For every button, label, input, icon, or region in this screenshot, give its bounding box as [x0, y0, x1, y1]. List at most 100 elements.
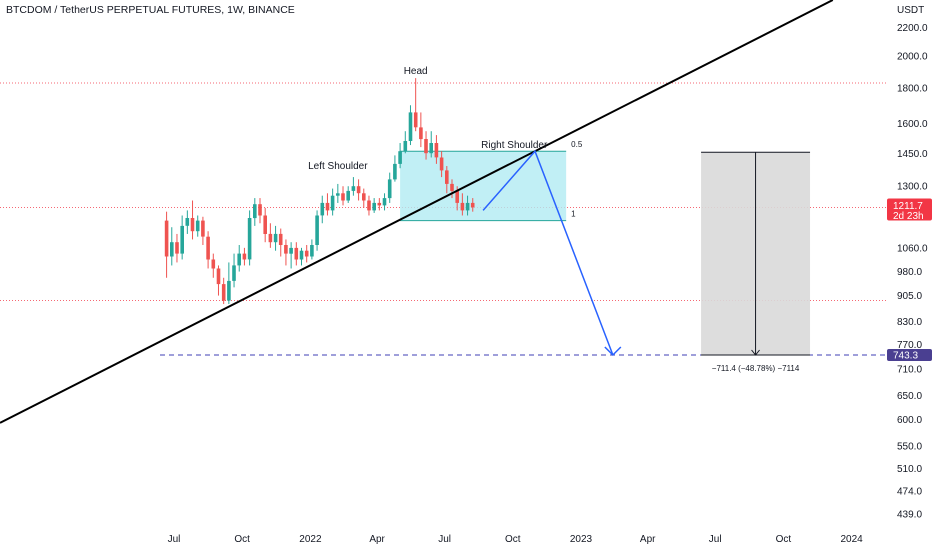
- price-tick-label: 510.0: [897, 464, 922, 475]
- candle-body: [320, 202, 325, 216]
- neckline-trendline[interactable]: [0, 0, 834, 424]
- time-tick-label: Jul: [709, 534, 722, 545]
- candle-body: [460, 202, 465, 211]
- candle-body: [190, 218, 195, 232]
- candle-body: [263, 215, 267, 234]
- time-tick-label: Apr: [640, 534, 656, 545]
- price-tick-label: 710.0: [897, 364, 922, 375]
- fib-bottom-label: 1: [571, 210, 576, 219]
- left-shoulder-label: Left Shoulder: [308, 161, 368, 172]
- countdown-value: 2d 23h: [893, 211, 924, 222]
- candle-body: [445, 170, 449, 184]
- candle-body: [232, 265, 236, 281]
- candle-body: [294, 247, 299, 260]
- price-tick-label: 439.0: [897, 510, 922, 521]
- projection[interactable]: [482, 149, 622, 357]
- candle-body: [206, 236, 210, 260]
- candle-body: [429, 143, 433, 154]
- candle-body: [398, 151, 402, 164]
- price-tick-label: 650.0: [897, 391, 922, 402]
- time-tick-label: Oct: [234, 534, 250, 545]
- price-tick-label: 600.0: [897, 415, 922, 426]
- candle-body: [330, 195, 335, 211]
- target-price-badge-bg: [887, 349, 932, 361]
- measure-box[interactable]: −711.4 (−48.78%) −7114: [701, 151, 811, 373]
- measure-label: −711.4 (−48.78%) −7114: [712, 364, 800, 373]
- candle-body: [253, 204, 257, 219]
- candle-body: [470, 202, 475, 208]
- time-tick-label: Apr: [369, 534, 385, 545]
- time-tick-label: Jul: [168, 534, 181, 545]
- candle-body: [408, 112, 413, 141]
- price-tick-label: 905.0: [897, 291, 922, 302]
- candle-body: [310, 245, 314, 257]
- candle-body: [419, 127, 423, 140]
- price-tick-label: 1600.0: [897, 119, 928, 130]
- price-axis[interactable]: USDT 2200.0 2000.0 1800.0 1600.0 1450.0 1300.…: [897, 5, 928, 521]
- projection-arrowhead: [604, 346, 622, 357]
- candle-body: [434, 143, 439, 158]
- target-price-value: 743.3: [893, 351, 918, 362]
- candle-body: [362, 193, 366, 201]
- candle-body: [450, 183, 454, 191]
- candle-body: [201, 220, 205, 237]
- current-price-badge-bg: [887, 198, 932, 221]
- candle-body: [367, 200, 371, 211]
- candle-body: [211, 259, 216, 269]
- candle-body: [424, 139, 428, 154]
- time-tick-label: 2022: [299, 534, 322, 545]
- fib-box[interactable]: 0.5 1: [400, 140, 583, 222]
- price-tick-label: 474.0: [897, 486, 922, 497]
- candle-body: [278, 233, 283, 245]
- current-price-badge: 1211.7 2d 23h: [887, 198, 932, 222]
- candle-body: [356, 186, 361, 194]
- time-tick-label: Oct: [776, 534, 792, 545]
- price-tick-label: 1800.0: [897, 84, 928, 95]
- candle-body: [185, 218, 190, 226]
- candle-body: [403, 141, 408, 152]
- time-tick-label: Jul: [438, 534, 451, 545]
- candle-body: [175, 242, 179, 254]
- candle-body: [289, 247, 293, 254]
- candle-body: [393, 163, 397, 180]
- chart-title: BTCDOM / TetherUS PERPETUAL FUTURES, 1W,…: [6, 4, 295, 16]
- time-tick-label: 2023: [570, 534, 593, 545]
- fib-top-label: 0.5: [571, 140, 583, 149]
- candle-body: [336, 193, 340, 196]
- candle-body: [247, 218, 252, 260]
- candle-body: [195, 220, 200, 232]
- candle-body: [351, 186, 356, 191]
- price-tick-label: 770.0: [897, 340, 922, 351]
- price-tick-label: 1060.0: [897, 243, 928, 254]
- time-axis[interactable]: Jul Oct 2022 Apr Jul Oct 2023 Apr Jul Oct 2024: [168, 534, 864, 545]
- candle-body: [455, 190, 459, 203]
- candle-body: [413, 112, 418, 128]
- current-price-value: 1211.7: [893, 201, 923, 212]
- price-tick-label: 2000.0: [897, 52, 928, 63]
- candle-body: [377, 202, 382, 206]
- candle-body: [382, 198, 387, 206]
- candle-body: [242, 253, 247, 260]
- price-tick-label: 1300.0: [897, 182, 928, 193]
- projection-path[interactable]: [482, 149, 614, 356]
- candle-body: [325, 202, 330, 211]
- candle-body: [216, 268, 221, 285]
- candle-body: [180, 225, 184, 254]
- head-label: Head: [404, 66, 428, 77]
- time-tick-label: Oct: [505, 534, 521, 545]
- price-tick-label: 550.0: [897, 441, 922, 452]
- candle-body: [237, 253, 241, 266]
- time-tick-label: 2024: [840, 534, 863, 545]
- candle-body: [372, 202, 376, 211]
- fib-box-area[interactable]: [400, 151, 567, 221]
- candle-body: [304, 250, 309, 257]
- candle-body: [439, 157, 444, 171]
- target-price-badge: 743.3: [887, 349, 932, 362]
- right-shoulder-label: Right Shoulder: [481, 140, 548, 151]
- candle-body: [268, 233, 273, 243]
- candle-body: [284, 245, 288, 254]
- price-tick-label: 830.0: [897, 317, 922, 328]
- candle-body: [170, 242, 174, 257]
- measure-arrowhead: [751, 349, 760, 356]
